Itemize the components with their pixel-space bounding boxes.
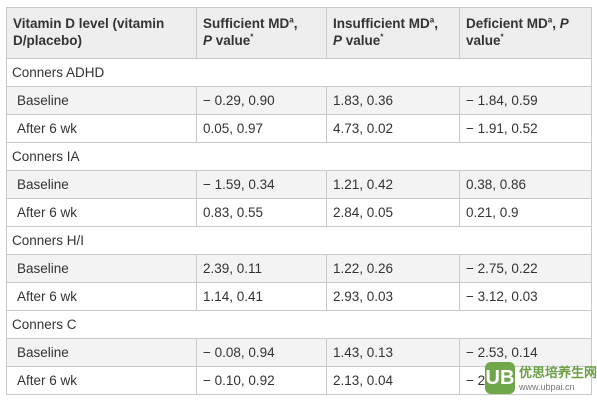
group-row: Conners C: [6, 310, 592, 339]
cell-sufficient: − 0.29, 0.90: [196, 86, 327, 115]
table-row: Baseline − 0.08, 0.94 1.43, 0.13 − 2.53,…: [6, 338, 592, 367]
cell-deficient: − 1.91, 0.52: [459, 114, 592, 143]
row-label: Baseline: [6, 86, 197, 115]
cell-insufficient: 1.21, 0.42: [326, 170, 460, 199]
group-label: Conners H/I: [6, 226, 592, 255]
cell-insufficient: 1.43, 0.13: [326, 338, 460, 367]
table-row: After 6 wk 0.83, 0.55 2.84, 0.05 0.21, 0…: [6, 198, 592, 227]
cell-sufficient: − 1.59, 0.34: [196, 170, 327, 199]
watermark-title: 优思培养生网: [519, 365, 597, 380]
group-row: Conners ADHD: [6, 58, 592, 87]
group-row: Conners IA: [6, 142, 592, 171]
cell-sufficient: − 0.08, 0.94: [196, 338, 327, 367]
group-label: Conners C: [6, 310, 592, 339]
table-row: After 6 wk − 0.10, 0.92 2.13, 0.04 − 2.2: [6, 366, 592, 395]
table-row: After 6 wk 1.14, 0.41 2.93, 0.03 − 3.12,…: [6, 282, 592, 311]
header-insufficient: Insufficient MDa, P value*: [326, 7, 460, 59]
row-label: After 6 wk: [6, 114, 197, 143]
group-row: Conners H/I: [6, 226, 592, 255]
cell-insufficient: 4.73, 0.02: [326, 114, 460, 143]
cell-deficient: − 1.84, 0.59: [459, 86, 592, 115]
cell-insufficient: 2.84, 0.05: [326, 198, 460, 227]
cell-sufficient: 2.39, 0.11: [196, 254, 327, 283]
header-sufficient: Sufficient MDa, P value*: [196, 7, 327, 59]
cell-insufficient: 2.13, 0.04: [326, 366, 460, 395]
row-label: Baseline: [6, 338, 197, 367]
cell-insufficient: 1.83, 0.36: [326, 86, 460, 115]
cell-deficient: 0.21, 0.9: [459, 198, 592, 227]
cell-insufficient: 1.22, 0.26: [326, 254, 460, 283]
row-label: After 6 wk: [6, 198, 197, 227]
table-row: Baseline 2.39, 0.11 1.22, 0.26 − 2.75, 0…: [6, 254, 592, 283]
watermark-logo: UB: [485, 362, 515, 394]
group-label: Conners ADHD: [6, 58, 592, 87]
cell-sufficient: 0.83, 0.55: [196, 198, 327, 227]
row-label: After 6 wk: [6, 366, 197, 395]
row-label: Baseline: [6, 170, 197, 199]
cell-deficient: − 3.12, 0.03: [459, 282, 592, 311]
cell-deficient: − 2.75, 0.22: [459, 254, 592, 283]
header-row: Vitamin D level (vitamin D/placebo) Suffi…: [6, 7, 592, 59]
table-row: After 6 wk 0.05, 0.97 4.73, 0.02 − 1.91,…: [6, 114, 592, 143]
watermark: UB 优思培养生网 www.ubpai.cn: [485, 358, 597, 400]
cell-sufficient: 1.14, 0.41: [196, 282, 327, 311]
group-label: Conners IA: [6, 142, 592, 171]
cell-deficient: − 2.53, 0.14: [459, 338, 592, 367]
header-vitamin-d-level: Vitamin D level (vitamin D/placebo): [6, 7, 197, 59]
watermark-url: www.ubpai.cn: [519, 382, 575, 392]
cell-deficient: 0.38, 0.86: [459, 170, 592, 199]
row-label: After 6 wk: [6, 282, 197, 311]
table-row: Baseline − 0.29, 0.90 1.83, 0.36 − 1.84,…: [6, 86, 592, 115]
cell-sufficient: 0.05, 0.97: [196, 114, 327, 143]
row-label: Baseline: [6, 254, 197, 283]
cell-insufficient: 2.93, 0.03: [326, 282, 460, 311]
table-row: Baseline − 1.59, 0.34 1.21, 0.42 0.38, 0…: [6, 170, 592, 199]
cell-sufficient: − 0.10, 0.92: [196, 366, 327, 395]
results-table: Vitamin D level (vitamin D/placebo) Suffi…: [6, 7, 592, 395]
